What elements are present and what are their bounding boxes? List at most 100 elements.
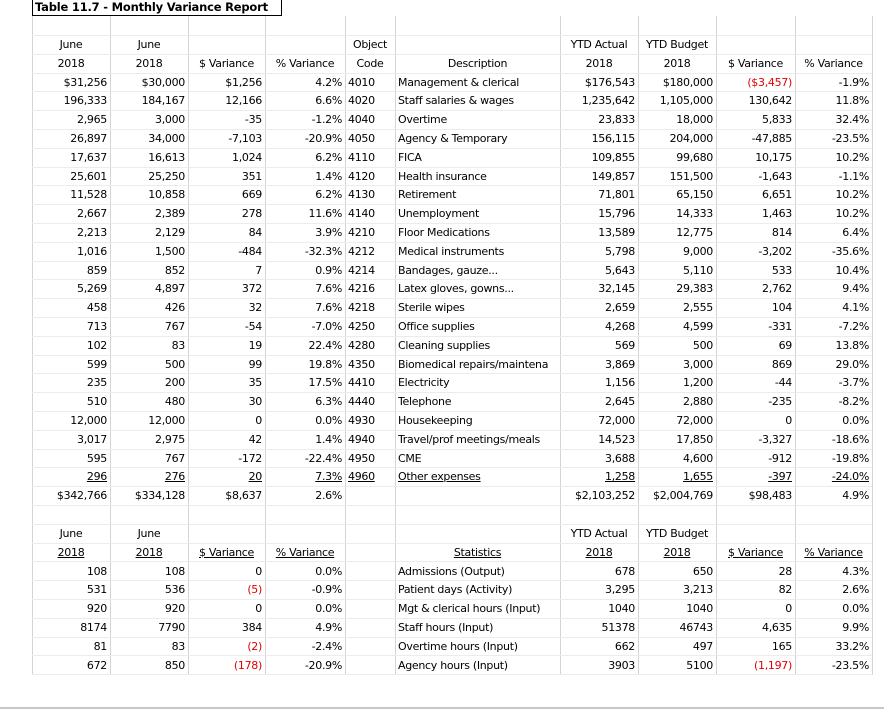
cell-text: 17.5% (308, 376, 342, 390)
data-cell: 9.9% (798, 618, 869, 637)
data-cell: 4218 (348, 298, 392, 317)
cell-text: 1040 (686, 602, 713, 616)
cell-text: $1,256 (225, 75, 262, 89)
cell-text: FICA (398, 150, 422, 164)
cell-text: 480 (164, 395, 185, 409)
header-cell: Code (348, 54, 392, 73)
cell-text: 1,258 (605, 470, 635, 484)
cell-text: 4120 (348, 169, 375, 183)
data-cell: 7.6% (268, 298, 342, 317)
data-cell: -1.2% (268, 110, 342, 129)
data-cell: -3,202 (719, 242, 792, 261)
cell-text: 351 (241, 169, 262, 183)
cell-text: 6.6% (315, 94, 342, 108)
cell-text: -3,327 (758, 432, 792, 446)
data-cell: 1,024 (191, 148, 262, 167)
data-cell: 6,651 (719, 185, 792, 204)
cell-text: 4050 (348, 132, 375, 145)
data-cell: 15,796 (563, 204, 635, 223)
cell-text: 16,613 (148, 150, 185, 164)
grid-line (638, 16, 639, 675)
cell-text: 0 (255, 564, 262, 578)
header-cell: % Variance (798, 54, 869, 73)
cell-text: 2018 (585, 545, 613, 559)
cell-text: 30 (248, 395, 262, 409)
data-cell: 296 (35, 467, 107, 486)
data-cell: -18.6% (798, 430, 869, 449)
cell-text: 4130 (348, 188, 375, 202)
data-cell: 9,000 (641, 242, 713, 261)
data-cell: 351 (191, 167, 262, 186)
cell-text: 4.3% (842, 564, 869, 578)
cell-text: 33.2% (835, 639, 869, 653)
data-cell: -35.6% (798, 242, 869, 261)
cell-text: 0 (255, 414, 262, 427)
cell-text: 83 (171, 639, 185, 653)
cell-text: 669 (241, 188, 262, 202)
cell-text: $31,256 (63, 75, 107, 89)
data-cell: -35 (191, 110, 262, 129)
data-cell: 1.4% (268, 167, 342, 186)
data-cell: 533 (719, 261, 792, 280)
data-cell: -912 (719, 449, 792, 468)
data-cell: 3,869 (563, 355, 635, 374)
cell-text: 69 (778, 338, 792, 352)
cell-text: -47,885 (751, 132, 792, 145)
header-cell: % Variance (268, 54, 342, 73)
data-cell: 0 (719, 599, 792, 618)
cell-text: -35.6% (831, 244, 869, 258)
cell-text: 3,295 (605, 583, 635, 597)
cell-text: -1.2% (311, 113, 342, 127)
cell-text: Sterile wipes (398, 301, 465, 315)
cell-text: $ Variance (727, 545, 783, 559)
cell-text: -1.1% (838, 169, 869, 183)
data-cell: 4.9% (268, 618, 342, 637)
grid-line (32, 430, 872, 431)
header-cell: 2018 (35, 54, 107, 73)
cell-text: 12,000 (70, 414, 107, 427)
cell-text: Mgt & clerical hours (Input) (398, 602, 541, 616)
data-cell: 32.4% (798, 110, 869, 129)
data-cell: 4,635 (719, 618, 792, 637)
grid-line (32, 73, 872, 74)
data-cell: 5,110 (641, 261, 713, 280)
cell-text: 2,129 (155, 226, 185, 239)
header-cell: YTD Actual (563, 35, 635, 54)
cell-text: 497 (692, 639, 713, 653)
data-cell: 42 (191, 430, 262, 449)
cell-text: 4216 (348, 282, 375, 296)
cell-text: 4212 (348, 244, 375, 258)
cell-text: 29.0% (835, 357, 869, 371)
data-cell: 71,801 (563, 185, 635, 204)
data-cell: 0.0% (268, 562, 342, 581)
data-cell: 497 (641, 637, 713, 656)
cell-text: -3.7% (838, 376, 869, 390)
cell-text: 71,801 (598, 188, 635, 202)
data-cell: 34,000 (113, 129, 185, 148)
cell-text: 278 (241, 207, 262, 221)
data-cell: -1.1% (798, 167, 869, 186)
cell-text: % Variance (804, 545, 863, 559)
data-cell: 6.3% (268, 392, 342, 411)
cell-text: Management & clerical (398, 75, 520, 89)
cell-text: 920 (164, 602, 185, 616)
data-cell: 235 (35, 373, 107, 392)
cell-text: 500 (692, 338, 713, 352)
data-cell: 7790 (113, 618, 185, 637)
cell-text: Travel/prof meetings/meals (398, 432, 540, 446)
cell-text: Health insurance (398, 169, 487, 183)
data-cell: 13.8% (798, 336, 869, 355)
data-cell: 29.0% (798, 355, 869, 374)
data-cell: 767 (113, 317, 185, 336)
cell-text: (5) (247, 583, 262, 597)
cell-text: -912 (768, 451, 792, 465)
data-cell: Cleaning supplies (398, 336, 557, 355)
cell-text: 859 (86, 263, 107, 277)
data-cell: CME (398, 449, 557, 468)
data-cell: -19.8% (798, 449, 869, 468)
cell-text: 200 (164, 376, 185, 390)
cell-text: 569 (614, 338, 635, 352)
cell-text: 26,897 (70, 132, 107, 145)
bottom-border (0, 707, 884, 709)
cell-text: 12,775 (676, 226, 713, 239)
